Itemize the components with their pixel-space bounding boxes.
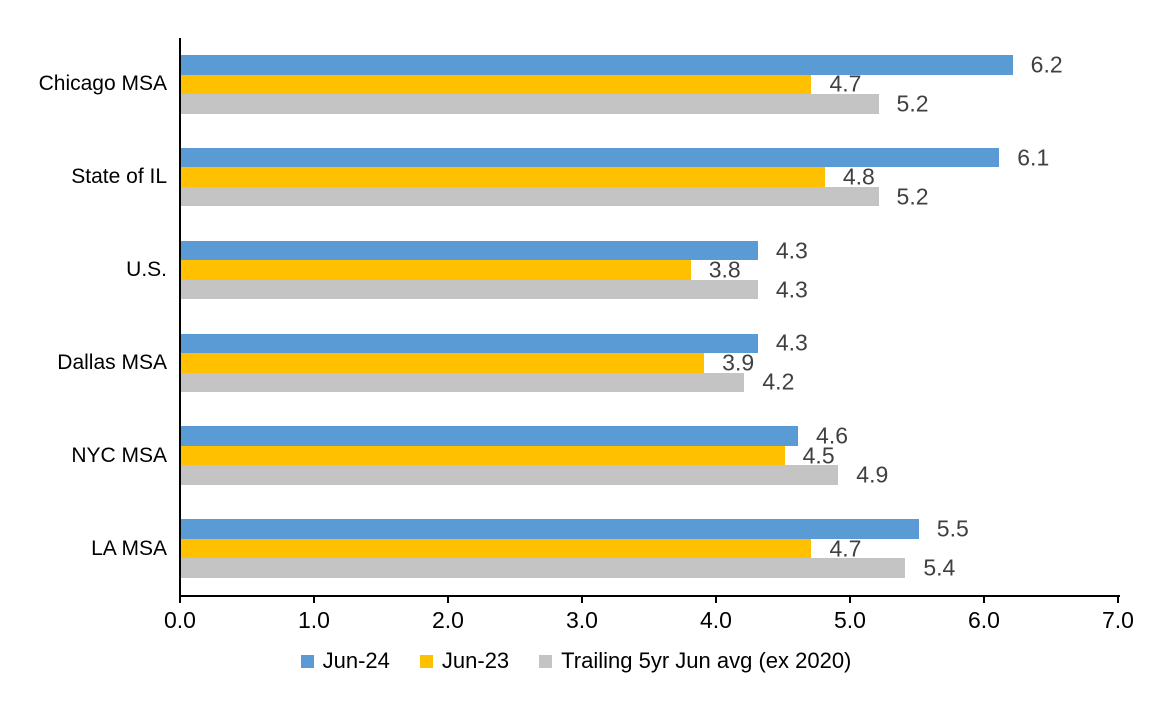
bar-value-label: 4.3 <box>775 329 808 356</box>
bar-line-jun-24: 6.1 <box>181 144 1120 170</box>
bar-trailing-5yr-jun-avg-ex-2020 <box>181 558 906 578</box>
bar-line-trailing-5yr-jun-avg-ex-2020: 4.2 <box>181 369 1120 395</box>
category-label: NYC MSA <box>71 443 167 467</box>
x-tick-label: 4.0 <box>700 607 732 633</box>
x-tick-mark <box>313 596 315 603</box>
bar-value-label: 5.2 <box>896 90 929 117</box>
x-tick-mark <box>581 596 583 603</box>
bar-value-label: 4.3 <box>775 237 808 264</box>
bar-trailing-5yr-jun-avg-ex-2020 <box>181 94 879 114</box>
x-tick-mark <box>1117 596 1119 603</box>
bar-line-jun-23: 4.5 <box>181 442 1120 468</box>
bar-line-jun-23: 3.9 <box>181 349 1120 375</box>
bar-jun-23 <box>181 167 825 187</box>
bar-line-jun-23: 3.8 <box>181 257 1120 283</box>
category-label: State of IL <box>71 165 167 189</box>
legend-swatch-icon <box>419 654 433 668</box>
bar-value-label: 6.2 <box>1030 51 1063 78</box>
bar-line-jun-24: 4.6 <box>181 423 1120 449</box>
bar-line-trailing-5yr-jun-avg-ex-2020: 5.2 <box>181 183 1120 209</box>
category-label: U.S. <box>126 258 167 282</box>
bar-value-label: 6.1 <box>1017 144 1050 171</box>
category-label: LA MSA <box>91 536 167 560</box>
bar-group-chicago-msa: Chicago MSA 6.2 4.7 5.2 <box>39 38 1120 131</box>
bar-jun-23 <box>181 74 812 95</box>
bar-value-label: 4.7 <box>829 535 862 562</box>
bar-line-trailing-5yr-jun-avg-ex-2020: 4.3 <box>181 276 1120 302</box>
x-tick-mark <box>447 596 449 603</box>
bar-jun-23 <box>181 538 812 559</box>
bar-value-label: 5.4 <box>923 554 956 581</box>
bar-group-dallas-msa: Dallas MSA 4.3 3.9 4.2 <box>57 316 1120 409</box>
bar-group-u-s: U.S. 4.3 3.8 4.3 <box>126 224 1120 317</box>
category-label: Chicago MSA <box>38 72 167 96</box>
bar-jun-24 <box>181 147 1000 168</box>
bar-jun-23 <box>181 445 785 466</box>
legend-swatch-icon <box>300 654 314 668</box>
x-tick-mark <box>715 596 717 603</box>
bar-group-state-of-il: State of IL 6.1 4.8 5.2 <box>71 131 1120 224</box>
bar-line-jun-23: 4.7 <box>181 535 1120 561</box>
bar-line-trailing-5yr-jun-avg-ex-2020: 5.4 <box>181 555 1120 581</box>
bar-line-jun-24: 6.2 <box>181 51 1120 77</box>
bar-value-label: 4.5 <box>802 442 835 469</box>
bar-jun-24 <box>181 333 758 354</box>
bar-line-trailing-5yr-jun-avg-ex-2020: 5.2 <box>181 90 1120 116</box>
legend-item-trailing-5yr-jun-avg-ex-2020: Trailing 5yr Jun avg (ex 2020) <box>539 648 851 674</box>
bar-line-jun-24: 4.3 <box>181 237 1120 263</box>
bar-value-label: 5.2 <box>896 183 929 210</box>
bar-jun-23 <box>181 260 691 280</box>
x-tick-mark <box>983 596 985 603</box>
x-tick-label: 5.0 <box>834 607 866 633</box>
bar-value-label: 5.5 <box>936 515 969 542</box>
x-tick-label: 1.0 <box>298 607 330 633</box>
legend-item-jun-24: Jun-24 <box>300 648 390 674</box>
bar-line-jun-23: 4.8 <box>181 164 1120 190</box>
bar-group-nyc-msa: NYC MSA 4.6 4.5 4.9 <box>71 409 1120 502</box>
bar-jun-24 <box>181 426 799 446</box>
legend-label: Trailing 5yr Jun avg (ex 2020) <box>561 648 852 673</box>
bar-group-la-msa: LA MSA 5.5 4.7 5.4 <box>91 502 1120 595</box>
bar-trailing-5yr-jun-avg-ex-2020 <box>181 279 758 300</box>
bar-value-label: 4.2 <box>762 368 795 395</box>
bar-jun-23 <box>181 353 705 373</box>
x-tick-label: 6.0 <box>968 607 1000 633</box>
bar-jun-24 <box>181 55 1013 75</box>
plot-area: Chicago MSA 6.2 4.7 5.2 State of IL 6.1 4.8 5.2… <box>39 38 1120 597</box>
legend-item-jun-23: Jun-23 <box>419 648 510 674</box>
legend: Jun-24 Jun-23 Trailing 5yr Jun avg (ex 202… <box>0 648 1152 674</box>
bar-value-label: 4.7 <box>829 70 862 97</box>
category-label: Dallas MSA <box>57 350 167 374</box>
bar-trailing-5yr-jun-avg-ex-2020 <box>181 465 839 485</box>
x-tick-mark <box>179 596 181 603</box>
bar-value-label: 4.6 <box>816 422 849 449</box>
bar-jun-24 <box>181 519 919 539</box>
x-tick-label: 7.0 <box>1102 607 1134 633</box>
bar-value-label: 3.8 <box>708 256 741 283</box>
bar-line-jun-24: 5.5 <box>181 516 1120 542</box>
bar-trailing-5yr-jun-avg-ex-2020 <box>181 372 745 393</box>
bar-value-label: 3.9 <box>722 349 755 376</box>
bar-line-jun-23: 4.7 <box>181 71 1120 97</box>
bar-value-label: 4.8 <box>842 163 875 190</box>
legend-label: Jun-23 <box>441 648 510 673</box>
legend-swatch-icon <box>539 654 553 668</box>
bar-value-label: 4.9 <box>856 461 889 488</box>
bar-trailing-5yr-jun-avg-ex-2020 <box>181 186 879 207</box>
bar-value-label: 4.3 <box>775 276 808 303</box>
bar-line-jun-24: 4.3 <box>181 330 1120 356</box>
x-tick-mark <box>849 596 851 603</box>
x-tick-label: 0.0 <box>164 607 196 633</box>
legend-label: Jun-24 <box>322 648 390 673</box>
x-tick-label: 2.0 <box>432 607 464 633</box>
bar-jun-24 <box>181 240 758 261</box>
bar-line-trailing-5yr-jun-avg-ex-2020: 4.9 <box>181 462 1120 488</box>
x-tick-label: 3.0 <box>566 607 598 633</box>
